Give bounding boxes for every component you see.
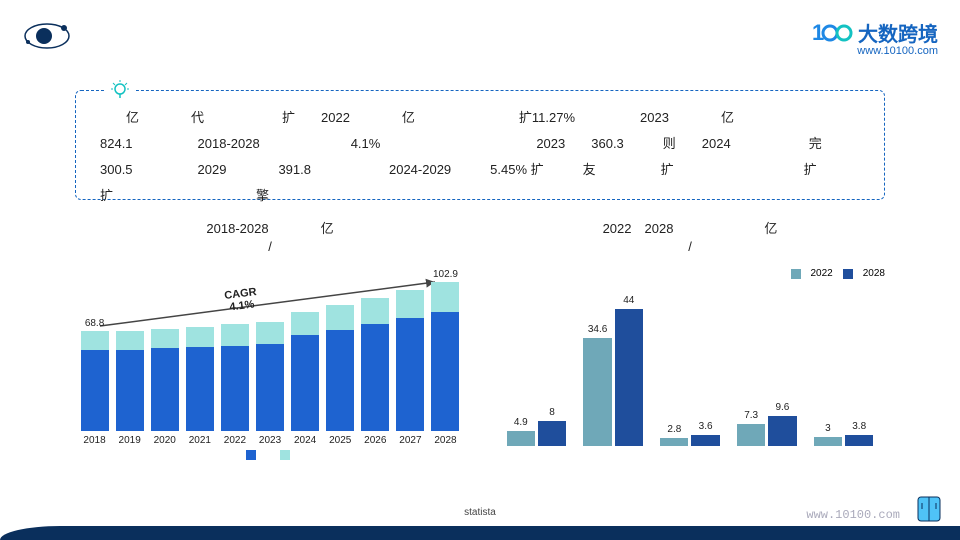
pair-4: 33.8 <box>812 435 875 447</box>
brand-url: www.10100.com <box>812 45 938 57</box>
source-text: statista <box>464 507 496 518</box>
brand-name: 大数跨境 <box>858 18 938 47</box>
right-legend: 2022 2028 <box>791 268 886 279</box>
info-box: 亿 代 扩 2022 亿 扩11.27% 2023 亿 824.1 2018-2… <box>75 90 885 200</box>
pair-0: 4.98 <box>505 421 568 446</box>
bar-2028: 102.92028 <box>430 269 461 447</box>
right-chart: 2022 2028 亿 / 2022 2028 4.98 34.644 2.83.6… <box>495 220 885 490</box>
left-legend <box>75 450 465 460</box>
left-bars: 68.8201820192020202120222023202420252026… <box>75 266 465 446</box>
bar-2026: 2026 <box>360 296 391 447</box>
left-chart: 2018-2028 亿 / CAGR4.1% 68.82018201920202… <box>75 220 465 490</box>
bar-2024: 2024 <box>290 310 321 446</box>
bar-2022: 2022 <box>219 322 250 447</box>
info-text: 亿 代 扩 2022 亿 扩11.27% 2023 亿 824.1 2018-2… <box>100 110 947 203</box>
right-chart-title: 2022 2028 亿 / <box>495 220 885 256</box>
brand-block: 1 大数跨境 www.10100.com <box>812 18 938 57</box>
footer-bar <box>0 526 960 540</box>
bar-2020: 2020 <box>149 327 180 447</box>
footer-url: www.10100.com <box>806 508 900 522</box>
brand-icon: 1 <box>812 20 854 46</box>
right-bars: 4.98 34.644 2.83.6 7.39.6 33.8 <box>495 286 885 446</box>
bar-2023: 2023 <box>254 320 285 447</box>
pair-3: 7.39.6 <box>735 416 798 446</box>
bar-2018: 68.82018 <box>79 318 110 446</box>
pair-2: 2.83.6 <box>659 435 722 446</box>
bar-2025: 2025 <box>325 303 356 447</box>
bar-2019: 2019 <box>114 329 145 446</box>
lightbulb-icon <box>104 79 136 110</box>
charts-row: 2018-2028 亿 / CAGR4.1% 68.82018201920202… <box>75 220 885 490</box>
pair-1: 34.644 <box>582 309 645 447</box>
bar-2027: 2027 <box>395 288 426 446</box>
left-chart-title: 2018-2028 亿 / <box>75 220 465 256</box>
orbit-logo-icon <box>22 18 72 59</box>
fridge-icon <box>916 495 942 530</box>
bar-2021: 2021 <box>184 325 215 447</box>
